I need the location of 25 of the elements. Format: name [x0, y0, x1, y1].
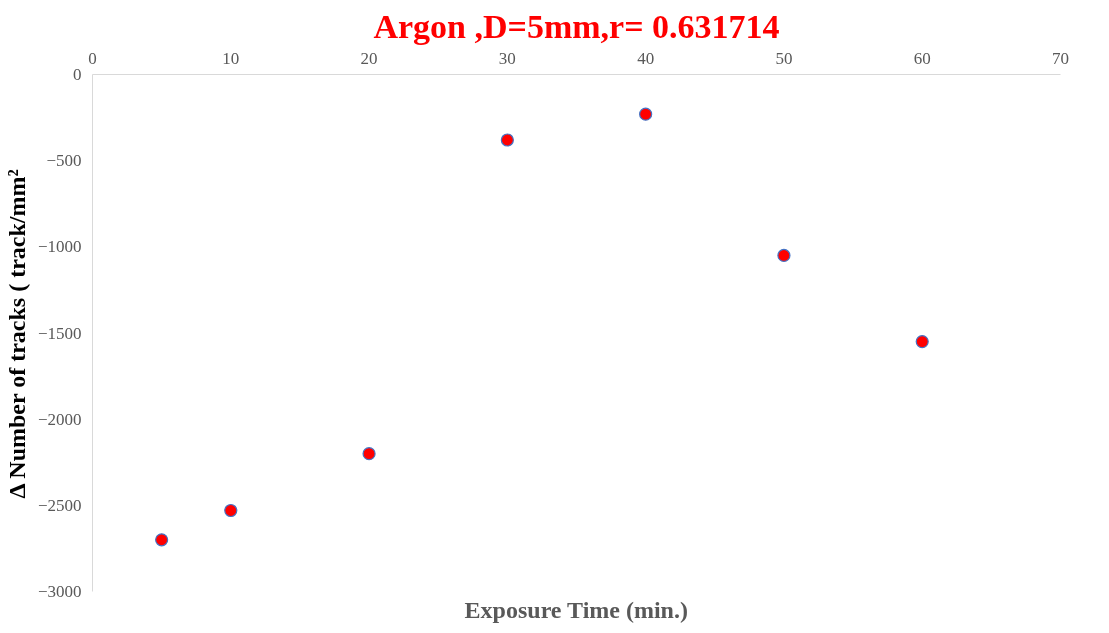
y-tick-label: −500 — [46, 151, 82, 171]
point — [155, 533, 169, 547]
point — [224, 503, 238, 518]
point — [777, 248, 791, 263]
point — [639, 107, 653, 121]
x-tick-label: 20 — [360, 48, 378, 68]
point — [362, 447, 376, 461]
y-tick-label: −3000 — [37, 582, 82, 601]
y-tick-label: −1500 — [37, 323, 82, 343]
y-tick-label: 0 — [73, 65, 82, 84]
y-tick-label: −1000 — [37, 237, 82, 257]
y-tick-label: −2000 — [37, 409, 82, 429]
x-tick-label: 60 — [913, 48, 931, 68]
chart-title: Argon ,D=5mm,r= 0.631714 — [373, 7, 780, 45]
x-tick-label: 70 — [1052, 48, 1069, 68]
y-tick-label: −2500 — [37, 495, 82, 515]
x-tick-label: 0 — [88, 48, 97, 68]
point — [500, 133, 514, 147]
x-tick-label: 10 — [222, 48, 240, 68]
x-tick-label: 30 — [498, 48, 516, 68]
x-tick-label: 50 — [775, 48, 793, 68]
point — [915, 335, 929, 349]
x-tick-label: 40 — [637, 48, 655, 68]
x-axis-title: Exposure Time (min.) — [464, 596, 688, 623]
y-axis-title: Δ Number of tracks ( track/mm² — [3, 169, 30, 499]
